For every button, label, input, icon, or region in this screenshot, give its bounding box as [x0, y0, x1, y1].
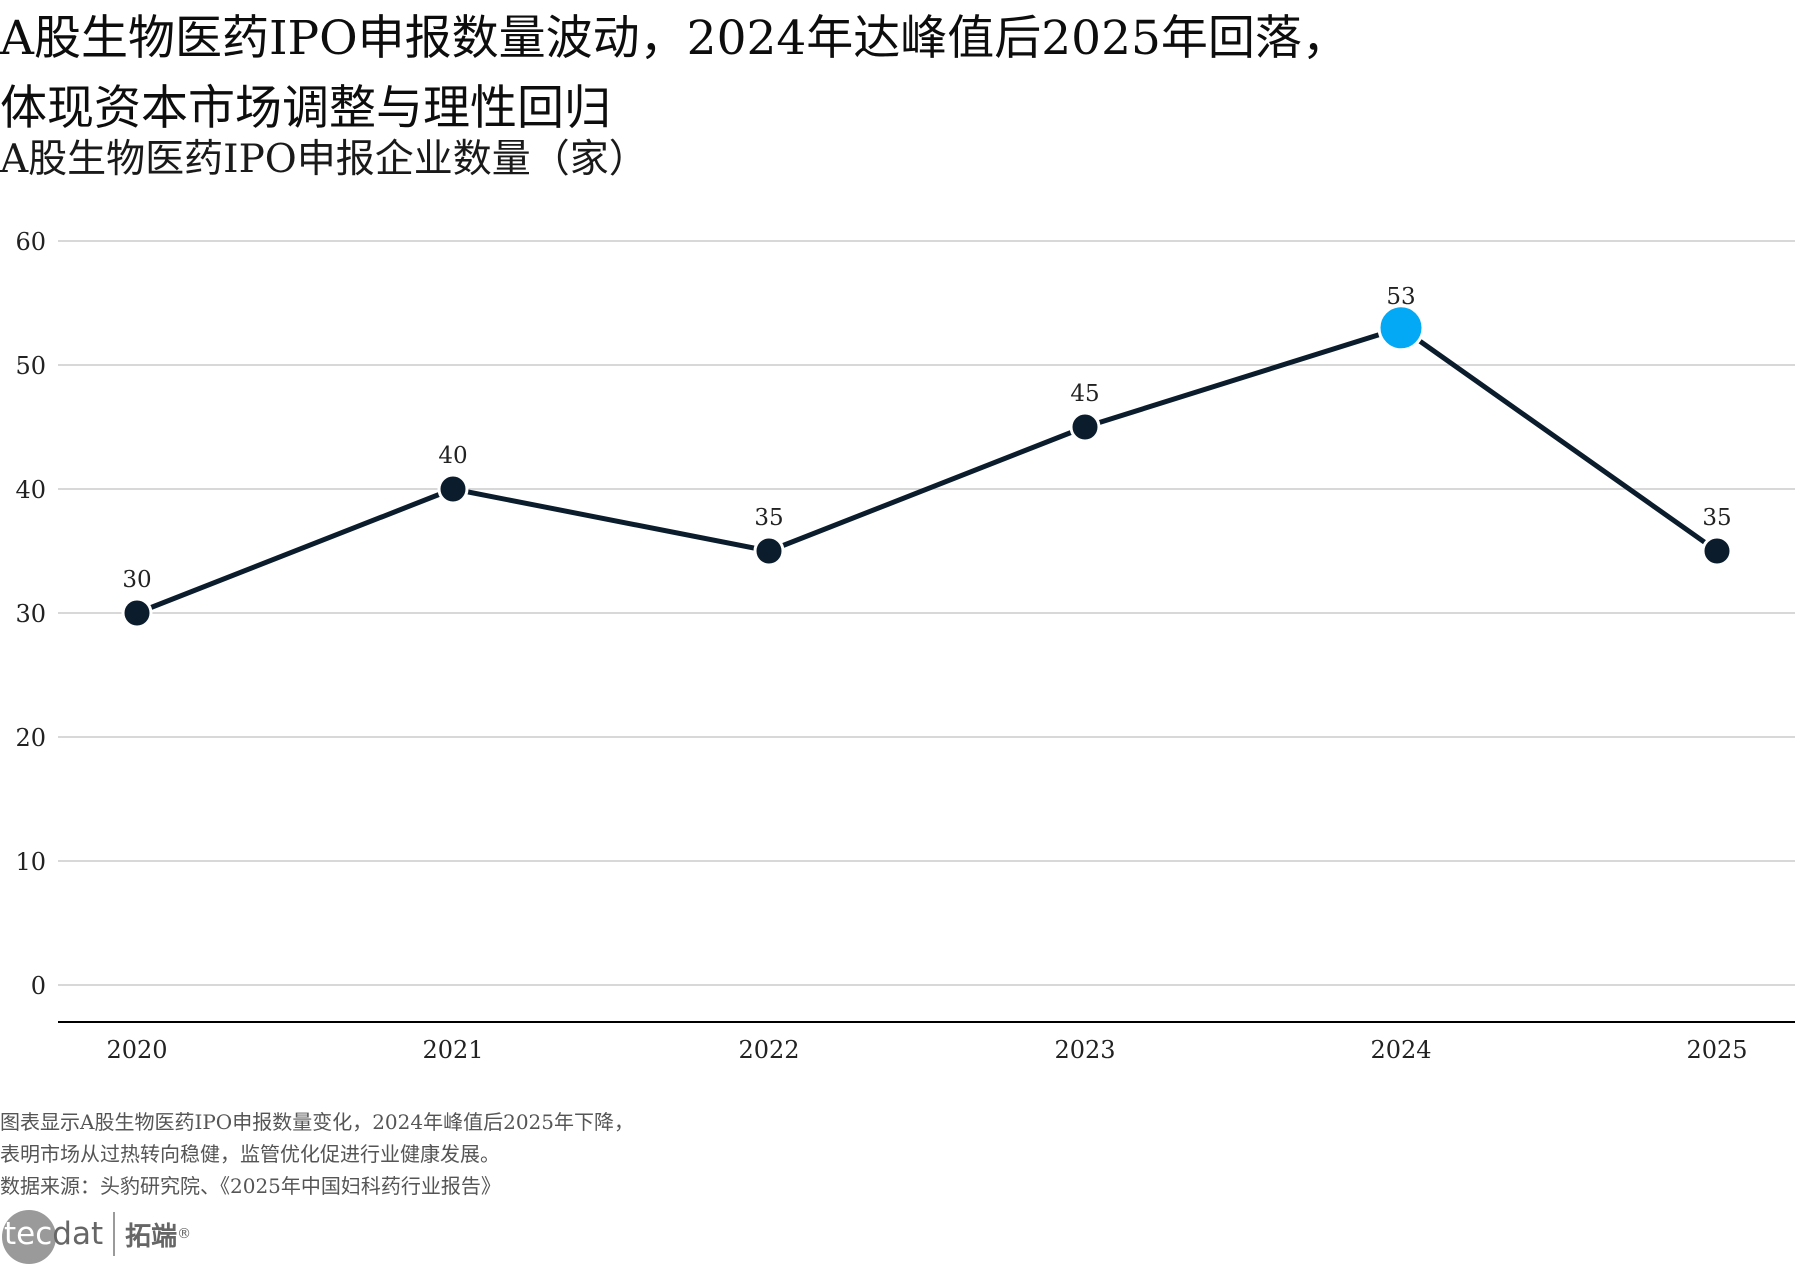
chart-title-line-2: 体现资本市场调整与理性回归 — [0, 81, 611, 136]
x-axis-tick-labels: 2020 2021 2022 2023 2024 2025 — [106, 1036, 1747, 1064]
logo-text-tec: tec — [4, 1216, 53, 1252]
data-point-2022 — [753, 535, 785, 567]
data-label-2024: 53 — [1386, 284, 1415, 310]
y-tick-label-0: 0 — [31, 972, 46, 1000]
y-axis-tick-labels: 0 10 20 30 40 50 60 — [15, 228, 46, 1000]
logo-circle-icon — [2, 1210, 56, 1264]
y-tick-label-30: 30 — [15, 600, 46, 628]
data-label-2021: 40 — [438, 443, 467, 469]
data-series — [121, 304, 1733, 629]
line-chart: 0 10 20 30 40 50 60 2020 2021 2022 2023 2024 2025 3… — [15, 228, 1795, 1064]
grid-lines — [58, 240, 1795, 986]
data-label-2022: 35 — [754, 505, 783, 531]
x-tick-label-2021: 2021 — [422, 1036, 483, 1064]
x-tick-label-2024: 2024 — [1370, 1036, 1431, 1064]
logo-divider — [113, 1212, 116, 1256]
data-source: 数据来源：头豹研究院、《2025年中国妇科药行业报告》 — [0, 1174, 501, 1198]
data-point-2025 — [1701, 535, 1733, 567]
logo-text-cn: 拓端 — [125, 1221, 178, 1252]
data-point-2021 — [437, 473, 469, 505]
x-tick-label-2025: 2025 — [1686, 1036, 1747, 1064]
data-labels: 30 40 35 45 53 35 — [122, 284, 1731, 593]
highlight-point-2024 — [1377, 304, 1425, 352]
y-tick-label-20: 20 — [15, 724, 46, 752]
footnote: 图表显示A股生物医药IPO申报数量变化，2024年峰值后2025年下降， 表明市… — [0, 1106, 634, 1202]
x-tick-label-2022: 2022 — [738, 1036, 799, 1064]
data-label-2025: 35 — [1702, 505, 1731, 531]
y-tick-label-10: 10 — [15, 848, 46, 876]
logo-mark: tecdat — [2, 1210, 104, 1264]
registered-mark: ® — [177, 1226, 192, 1242]
data-label-2023: 45 — [1070, 381, 1099, 407]
chart-title-line-1: A股生物医药IPO申报数量波动，2024年达峰值后2025年回落， — [0, 11, 1349, 66]
y-tick-label-60: 60 — [15, 228, 46, 256]
data-point-2023 — [1069, 411, 1101, 443]
logo-text-dat: dat — [52, 1216, 104, 1252]
chart-title: A股生物医药IPO申报数量波动，2024年达峰值后2025年回落， 体现资本市场… — [0, 4, 1780, 144]
data-point-2020 — [121, 597, 153, 629]
x-tick-label-2020: 2020 — [106, 1036, 167, 1064]
data-label-2020: 30 — [122, 567, 151, 593]
footnote-line-2: 表明市场从过热转向稳健，监管优化促进行业健康发展。 — [0, 1142, 500, 1166]
x-tick-label-2023: 2023 — [1054, 1036, 1115, 1064]
chart-subtitle: A股生物医药IPO申报企业数量（家） — [0, 137, 648, 182]
footnote-line-1: 图表显示A股生物医药IPO申报数量变化，2024年峰值后2025年下降， — [0, 1110, 634, 1134]
tecdat-logo: tecdat 拓端 ® — [2, 1206, 192, 1264]
series-line — [134, 325, 1720, 616]
y-tick-label-50: 50 — [15, 352, 46, 380]
y-tick-label-40: 40 — [15, 476, 46, 504]
